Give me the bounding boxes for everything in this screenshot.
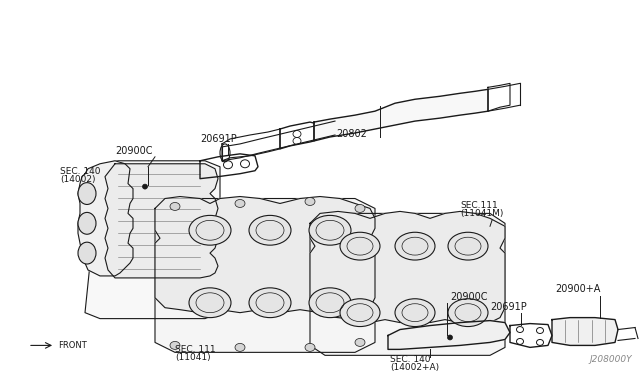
Polygon shape <box>105 164 218 278</box>
Polygon shape <box>314 89 488 141</box>
Ellipse shape <box>78 212 96 234</box>
Ellipse shape <box>305 198 315 205</box>
Text: 20900C: 20900C <box>450 292 488 302</box>
Text: 20691P: 20691P <box>200 134 237 144</box>
Text: SEC. 111: SEC. 111 <box>175 345 216 355</box>
Ellipse shape <box>448 299 488 327</box>
Polygon shape <box>155 196 375 312</box>
Ellipse shape <box>305 343 315 352</box>
Ellipse shape <box>355 205 365 212</box>
Text: 20900C: 20900C <box>115 146 152 156</box>
Ellipse shape <box>235 343 245 352</box>
Ellipse shape <box>249 215 291 245</box>
Polygon shape <box>85 161 220 318</box>
Ellipse shape <box>309 215 351 245</box>
Ellipse shape <box>395 232 435 260</box>
Ellipse shape <box>189 215 231 245</box>
Ellipse shape <box>448 232 488 260</box>
Text: (14002): (14002) <box>60 174 95 184</box>
Text: (14002+A): (14002+A) <box>390 363 439 372</box>
Ellipse shape <box>395 299 435 327</box>
Polygon shape <box>552 318 618 346</box>
Ellipse shape <box>78 183 96 205</box>
Ellipse shape <box>249 288 291 318</box>
Ellipse shape <box>189 288 231 318</box>
Polygon shape <box>310 211 505 323</box>
Polygon shape <box>78 161 133 276</box>
Text: SEC. 140: SEC. 140 <box>390 355 431 364</box>
Text: 20691P: 20691P <box>490 302 527 312</box>
Ellipse shape <box>355 339 365 346</box>
Text: J208000Y: J208000Y <box>589 355 632 364</box>
Ellipse shape <box>340 299 380 327</box>
Ellipse shape <box>78 242 96 264</box>
Ellipse shape <box>143 184 147 189</box>
Polygon shape <box>310 214 505 355</box>
Text: SEC. 140: SEC. 140 <box>60 167 100 176</box>
Text: 20802: 20802 <box>337 129 367 139</box>
Ellipse shape <box>447 335 452 340</box>
Text: FRONT: FRONT <box>58 341 87 350</box>
Ellipse shape <box>170 341 180 349</box>
Ellipse shape <box>235 199 245 208</box>
Polygon shape <box>388 321 510 349</box>
Polygon shape <box>155 199 375 352</box>
Ellipse shape <box>309 288 351 318</box>
Text: (11041): (11041) <box>175 353 211 362</box>
Text: (11041M): (11041M) <box>460 209 504 218</box>
Ellipse shape <box>170 202 180 211</box>
Text: 20900+A: 20900+A <box>555 284 600 294</box>
Text: SEC.111: SEC.111 <box>460 201 498 211</box>
Ellipse shape <box>340 232 380 260</box>
